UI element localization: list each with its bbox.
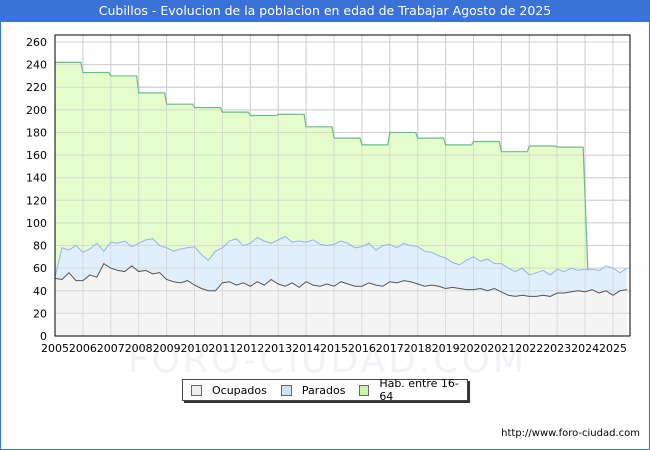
svg-text:2024: 2024 bbox=[571, 342, 599, 355]
watermark: FORO-CIUDAD.COM bbox=[128, 340, 527, 381]
source-url[interactable]: http://www.foro-ciudad.com bbox=[501, 428, 640, 439]
svg-text:2016: 2016 bbox=[348, 342, 376, 355]
svg-text:220: 220 bbox=[26, 81, 47, 94]
y-axis-ticks: 0 20 40 60 80 100 120 140 160 180 200 220 240 260 bbox=[26, 36, 47, 343]
legend-label-parados: Parados bbox=[301, 383, 346, 397]
svg-text:2005: 2005 bbox=[41, 342, 69, 355]
plot-border bbox=[54, 34, 631, 337]
svg-text:2006: 2006 bbox=[69, 342, 97, 355]
legend-item-hab: Hab. entre 16-64 bbox=[359, 377, 461, 403]
svg-text:2012: 2012 bbox=[236, 342, 264, 355]
svg-text:140: 140 bbox=[26, 172, 47, 185]
legend-label-ocupados: Ocupados bbox=[212, 383, 267, 397]
svg-text:2013: 2013 bbox=[264, 342, 292, 355]
svg-text:2021: 2021 bbox=[487, 342, 515, 355]
legend-item-ocupados: Ocupados bbox=[191, 384, 267, 397]
svg-text:200: 200 bbox=[26, 104, 47, 117]
legend-label-hab: Hab. entre 16-64 bbox=[379, 377, 459, 403]
svg-text:260: 260 bbox=[26, 36, 47, 49]
svg-text:160: 160 bbox=[26, 149, 47, 162]
svg-text:2018: 2018 bbox=[404, 342, 432, 355]
x-axis-ticks: 2005 2006 2007 2008 2009 2010 2011 2012 2013 2014… bbox=[41, 342, 627, 355]
svg-text:0: 0 bbox=[40, 330, 47, 343]
svg-text:240: 240 bbox=[26, 59, 47, 72]
svg-text:20: 20 bbox=[33, 307, 47, 320]
svg-text:80: 80 bbox=[33, 240, 47, 253]
svg-text:2022: 2022 bbox=[515, 342, 543, 355]
svg-text:2007: 2007 bbox=[97, 342, 125, 355]
svg-text:40: 40 bbox=[33, 285, 47, 298]
legend-swatch-ocupados bbox=[191, 384, 202, 396]
legend-swatch-parados bbox=[280, 384, 292, 396]
legend-swatch-hab bbox=[359, 384, 370, 396]
svg-text:2020: 2020 bbox=[460, 342, 488, 355]
svg-text:2017: 2017 bbox=[376, 342, 404, 355]
svg-text:60: 60 bbox=[33, 262, 47, 275]
legend-item-parados: Parados bbox=[280, 383, 346, 397]
svg-text:2010: 2010 bbox=[181, 342, 209, 355]
svg-text:2025: 2025 bbox=[599, 342, 627, 355]
data-areas bbox=[54, 35, 630, 337]
svg-text:180: 180 bbox=[26, 126, 47, 139]
svg-text:2009: 2009 bbox=[153, 342, 181, 355]
svg-text:2023: 2023 bbox=[543, 342, 571, 355]
svg-text:100: 100 bbox=[26, 217, 47, 230]
svg-text:2019: 2019 bbox=[432, 342, 460, 355]
svg-text:2011: 2011 bbox=[208, 342, 236, 355]
svg-text:2008: 2008 bbox=[125, 342, 153, 355]
svg-text:2014: 2014 bbox=[292, 342, 320, 355]
chart-title: Cubillos - Evolucion de la poblacion en … bbox=[0, 0, 650, 22]
svg-text:2015: 2015 bbox=[320, 342, 348, 355]
svg-text:120: 120 bbox=[26, 194, 47, 207]
chart-legend: Ocupados Parados Hab. entre 16-64 bbox=[182, 377, 468, 403]
